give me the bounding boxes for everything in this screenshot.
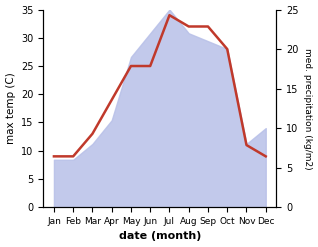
Y-axis label: med. precipitation (kg/m2): med. precipitation (kg/m2) (303, 48, 313, 169)
Y-axis label: max temp (C): max temp (C) (5, 72, 16, 144)
X-axis label: date (month): date (month) (119, 231, 201, 242)
